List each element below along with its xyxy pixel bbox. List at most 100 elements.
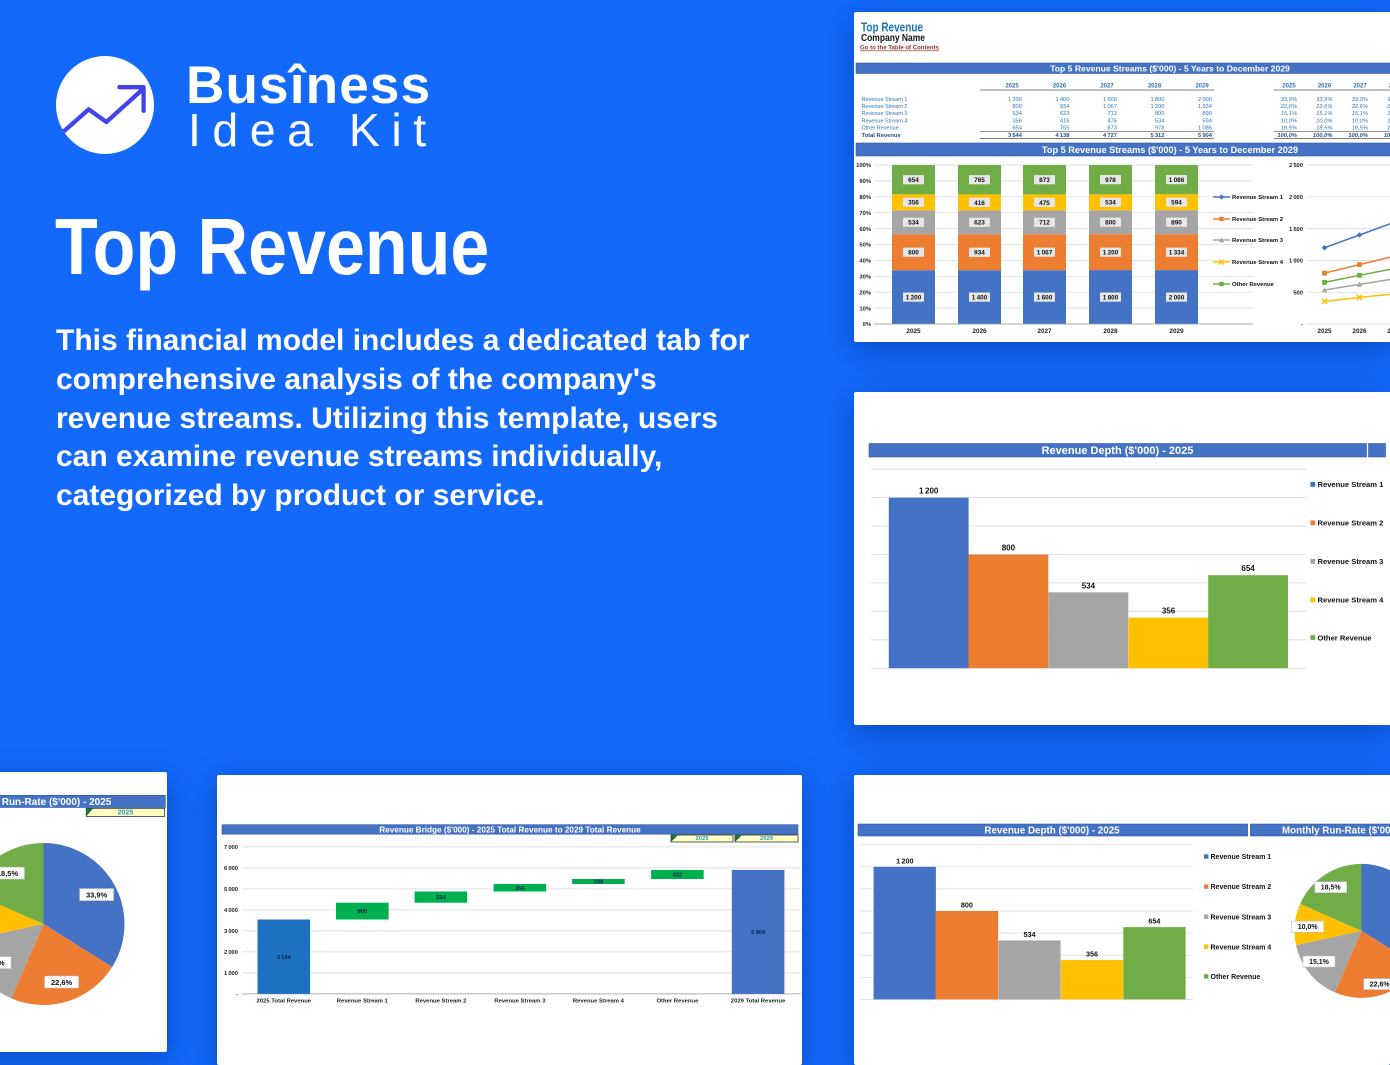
svg-text:4 727: 4 727 [1103, 133, 1117, 139]
svg-text:Revenue Stream 3: Revenue Stream 3 [1318, 557, 1384, 566]
svg-text:Revenue Stream 2: Revenue Stream 2 [1318, 519, 1384, 528]
svg-text:238: 238 [594, 880, 604, 886]
svg-text:2028: 2028 [1148, 84, 1162, 90]
svg-text:15,1%: 15,1% [1316, 111, 1332, 117]
svg-text:7 000: 7 000 [224, 845, 238, 851]
svg-text:432: 432 [673, 873, 683, 879]
svg-text:Revenue Stream 3: Revenue Stream 3 [862, 111, 908, 117]
svg-text:2025 Total Revenue: 2025 Total Revenue [257, 999, 312, 1005]
svg-text:2029: 2029 [1195, 84, 1209, 90]
svg-text:2025: 2025 [906, 328, 921, 335]
svg-text:5 312: 5 312 [1150, 133, 1164, 139]
svg-text:1 086: 1 086 [1198, 125, 1212, 131]
svg-text:3 544: 3 544 [277, 955, 292, 961]
svg-text:800: 800 [1012, 104, 1022, 110]
svg-text:15,1%: 15,1% [1309, 959, 1330, 966]
svg-text:Revenue Stream 4: Revenue Stream 4 [862, 118, 908, 124]
svg-text:15,1%: 15,1% [0, 958, 5, 967]
svg-text:2029 Total Revenue: 2029 Total Revenue [731, 999, 786, 1005]
svg-text:800: 800 [1105, 220, 1116, 227]
svg-text:Revenue Stream 1: Revenue Stream 1 [1232, 195, 1284, 201]
svg-text:2 500: 2 500 [1289, 163, 1303, 169]
svg-text:2026: 2026 [1318, 84, 1332, 90]
svg-text:2025: 2025 [696, 836, 710, 842]
svg-text:800: 800 [961, 901, 973, 910]
svg-text:Revenue Stream 2: Revenue Stream 2 [415, 999, 467, 1005]
svg-text:654: 654 [1012, 125, 1022, 131]
svg-text:873: 873 [1107, 125, 1117, 131]
svg-text:2025: 2025 [1005, 84, 1019, 90]
svg-text:534: 534 [1024, 930, 1036, 939]
svg-text:1 800: 1 800 [1150, 97, 1164, 103]
svg-text:18,5%: 18,5% [1281, 125, 1297, 131]
svg-text:2025: 2025 [1282, 84, 1296, 90]
svg-text:Revenue Stream 3: Revenue Stream 3 [1232, 238, 1284, 244]
svg-text:3 000: 3 000 [224, 929, 238, 935]
svg-text:40%: 40% [859, 259, 871, 265]
svg-text:Revenue Stream 2: Revenue Stream 2 [862, 104, 908, 110]
svg-text:Revenue Stream 4: Revenue Stream 4 [1232, 260, 1284, 266]
svg-text:1 800: 1 800 [1103, 295, 1119, 302]
svg-text:5 904: 5 904 [1198, 133, 1213, 139]
svg-text:2025: 2025 [1317, 328, 1332, 335]
svg-text:20%: 20% [859, 290, 871, 296]
svg-text:594: 594 [1171, 200, 1182, 207]
svg-text:50%: 50% [859, 243, 871, 249]
svg-text:10,0%: 10,0% [1316, 118, 1332, 124]
svg-text:0%: 0% [863, 322, 871, 328]
svg-text:Other Revenue: Other Revenue [656, 999, 699, 1005]
svg-text:978: 978 [1105, 177, 1116, 184]
svg-text:10,0%: 10,0% [1352, 118, 1368, 124]
svg-text:22,6%: 22,6% [1370, 981, 1390, 988]
svg-text:2 000: 2 000 [224, 950, 238, 956]
svg-text:Other Revenue: Other Revenue [862, 125, 899, 131]
svg-text:2025: 2025 [118, 810, 134, 817]
svg-text:2027: 2027 [1353, 84, 1367, 90]
svg-text:654: 654 [908, 177, 919, 184]
svg-text:934: 934 [974, 250, 985, 257]
svg-text:356: 356 [1162, 607, 1176, 616]
svg-text:10,0%: 10,0% [1387, 118, 1390, 124]
svg-text:-: - [236, 992, 238, 998]
svg-text:5 904: 5 904 [751, 930, 766, 936]
svg-text:594: 594 [1202, 118, 1212, 124]
svg-text:765: 765 [974, 177, 985, 184]
svg-text:934: 934 [1060, 104, 1070, 110]
svg-text:654: 654 [1241, 564, 1255, 573]
svg-text:2026: 2026 [972, 328, 987, 335]
svg-text:10,0%: 10,0% [1281, 118, 1297, 124]
svg-text:712: 712 [1039, 220, 1050, 227]
svg-text:Revenue Stream 2: Revenue Stream 2 [1232, 217, 1284, 223]
svg-text:1 200: 1 200 [906, 295, 922, 302]
svg-text:1 086: 1 086 [1169, 177, 1185, 184]
svg-text:100,0%: 100,0% [1277, 133, 1297, 139]
svg-text:356: 356 [515, 886, 525, 892]
svg-text:2 000: 2 000 [1169, 295, 1185, 302]
svg-text:100%: 100% [856, 163, 871, 169]
svg-text:1 200: 1 200 [1103, 250, 1119, 257]
svg-text:10,0%: 10,0% [1298, 924, 1319, 931]
svg-text:500: 500 [1293, 290, 1303, 296]
svg-text:Revenue Stream 1: Revenue Stream 1 [337, 999, 389, 1005]
svg-text:33,9%: 33,9% [1352, 97, 1368, 103]
svg-text:800: 800 [357, 909, 367, 915]
svg-text:712: 712 [1107, 111, 1117, 117]
svg-text:890: 890 [1202, 111, 1212, 117]
svg-text:Revenue Stream 3: Revenue Stream 3 [494, 999, 546, 1005]
svg-text:Revenue Stream 4: Revenue Stream 4 [1318, 596, 1385, 605]
svg-text:356: 356 [908, 200, 919, 207]
svg-text:10%: 10% [859, 306, 871, 312]
svg-text:654: 654 [1148, 917, 1160, 926]
svg-text:3 544: 3 544 [1008, 133, 1023, 139]
svg-text:2028: 2028 [1103, 328, 1118, 335]
svg-text:Monthly Run-Rate ($'000) - 202: Monthly Run-Rate ($'000) - 2025 [0, 797, 112, 808]
svg-text:Revenue Stream 1: Revenue Stream 1 [1318, 480, 1385, 489]
svg-text:800: 800 [1002, 544, 1016, 553]
svg-text:2027: 2027 [1387, 328, 1390, 335]
svg-text:100,0%: 100,0% [1384, 133, 1390, 139]
svg-text:22,6%: 22,6% [1280, 104, 1297, 110]
svg-text:2029: 2029 [760, 836, 774, 842]
svg-text:2029: 2029 [1169, 328, 1184, 335]
svg-text:1 200: 1 200 [1008, 97, 1022, 103]
svg-text:890: 890 [1171, 220, 1182, 227]
